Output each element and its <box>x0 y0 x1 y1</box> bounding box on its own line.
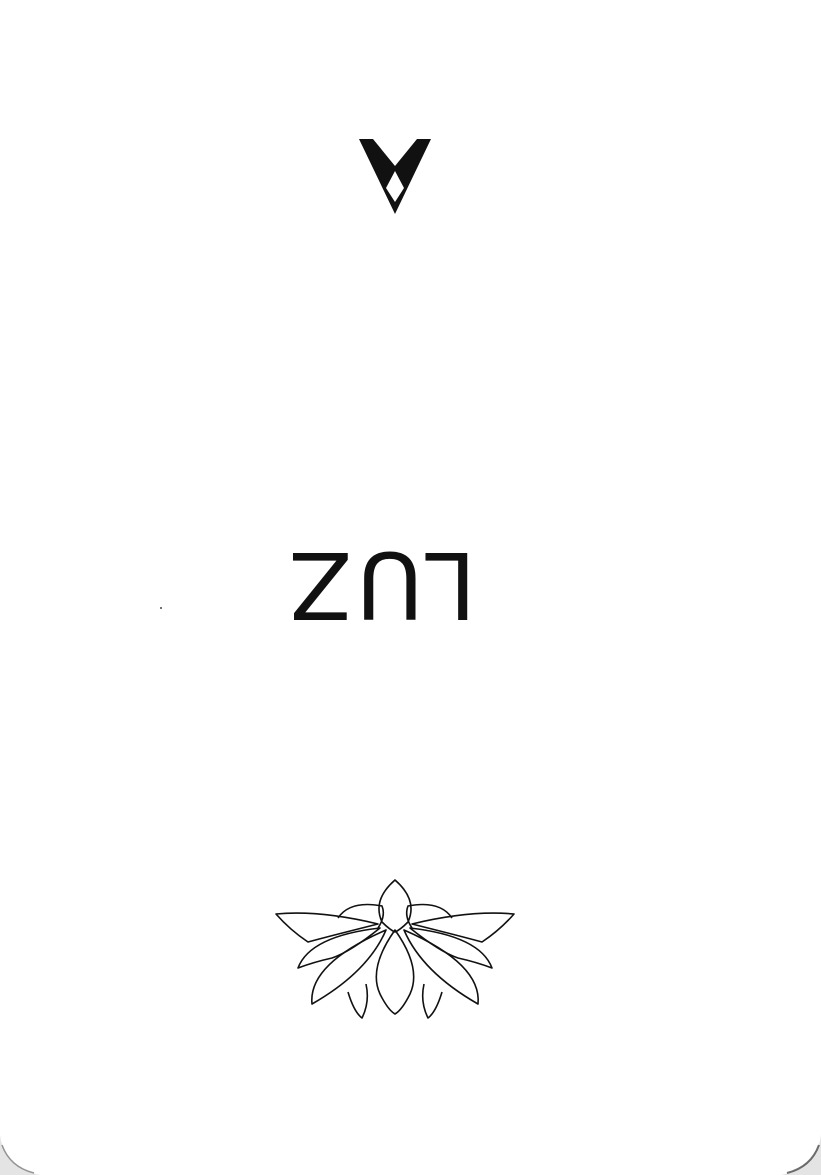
print-speck <box>160 607 162 609</box>
corner-wear-right <box>781 1135 821 1175</box>
triangle-diamond-icon <box>359 139 431 214</box>
lotus-icon <box>275 879 515 1019</box>
corner-wear-left <box>0 1135 40 1175</box>
card-title: LUZ <box>282 531 477 638</box>
